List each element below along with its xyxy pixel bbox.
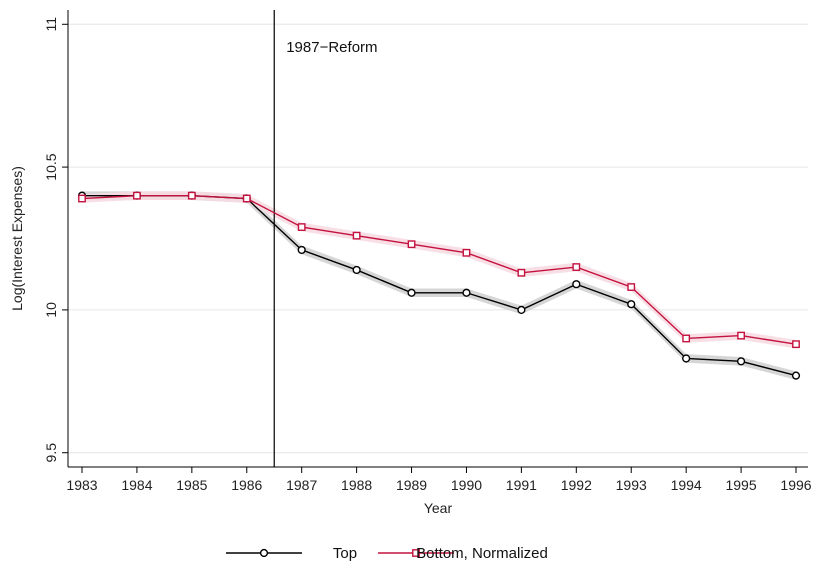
data-point-bottom	[462, 248, 471, 257]
data-point-top	[462, 288, 471, 297]
data-point-bottom	[407, 240, 416, 249]
grid-lines	[68, 23, 808, 454]
x-tick-label: 1986	[231, 477, 262, 493]
data-point-bottom	[517, 268, 526, 277]
x-tick-label: 1983	[66, 477, 97, 493]
x-tick-label: 1990	[451, 477, 482, 493]
confidence-bands	[82, 191, 796, 380]
legend-label-bottom: Bottom, Normalized	[416, 545, 548, 562]
y-tick-label: 9.5	[43, 443, 59, 463]
series-markers	[77, 191, 801, 380]
x-tick-label: 1993	[616, 477, 647, 493]
data-point-bottom	[792, 340, 800, 349]
x-tick-label: 1988	[341, 477, 372, 493]
x-axis-title: Year	[424, 500, 453, 516]
x-tick-label: 1984	[121, 477, 152, 493]
x-axis-ticks: 1983 1984 1985 1986 1987 1988 1989 1990 1991 1992…	[66, 467, 812, 493]
data-point-top	[682, 354, 691, 363]
data-point-top	[352, 265, 361, 275]
data-point-bottom	[737, 331, 745, 340]
x-tick-label: 1989	[396, 477, 427, 493]
y-tick-label: 11	[43, 17, 59, 32]
x-tick-label: 1991	[506, 477, 537, 493]
data-point-top	[791, 371, 801, 380]
x-tick-label: 1985	[176, 477, 207, 493]
x-tick-label: 1992	[561, 477, 592, 493]
legend: Top Bottom, Normalized	[226, 545, 548, 562]
data-point-top	[297, 245, 306, 255]
data-point-bottom	[627, 283, 636, 291]
ci-band-top	[82, 191, 796, 380]
y-axis-ticks: 9.5 10 10.5 11	[43, 17, 68, 463]
legend-marker-bottom	[412, 549, 420, 557]
series-line-top	[82, 194, 797, 377]
data-point-top	[572, 280, 581, 289]
data-point-top	[736, 357, 746, 366]
data-point-top	[407, 288, 416, 297]
reform-annotation: 1987−Reform	[286, 39, 377, 56]
ci-band-bottom	[82, 191, 796, 349]
legend-marker-top	[259, 548, 269, 558]
data-point-bottom	[242, 194, 251, 203]
data-point-bottom	[133, 191, 141, 200]
data-point-bottom	[187, 191, 196, 200]
data-point-bottom	[682, 334, 691, 343]
y-axis-title: Log(Interest Expenses)	[9, 166, 25, 311]
data-point-top	[517, 305, 526, 315]
data-point-bottom	[352, 231, 361, 240]
x-tick-label: 1996	[780, 477, 811, 493]
series-lines	[81, 194, 797, 377]
data-point-bottom	[297, 223, 306, 231]
x-tick-label: 1995	[725, 477, 756, 493]
data-point-top	[627, 300, 636, 309]
data-point-bottom	[78, 194, 86, 203]
legend-label-top: Top	[333, 545, 357, 562]
y-tick-label: 10.5	[43, 153, 59, 180]
x-tick-label: 1994	[671, 477, 702, 493]
data-point-bottom	[572, 263, 581, 271]
series-line-bottom	[81, 194, 797, 345]
y-tick-label: 10	[43, 302, 59, 318]
x-tick-label: 1987	[286, 477, 317, 493]
